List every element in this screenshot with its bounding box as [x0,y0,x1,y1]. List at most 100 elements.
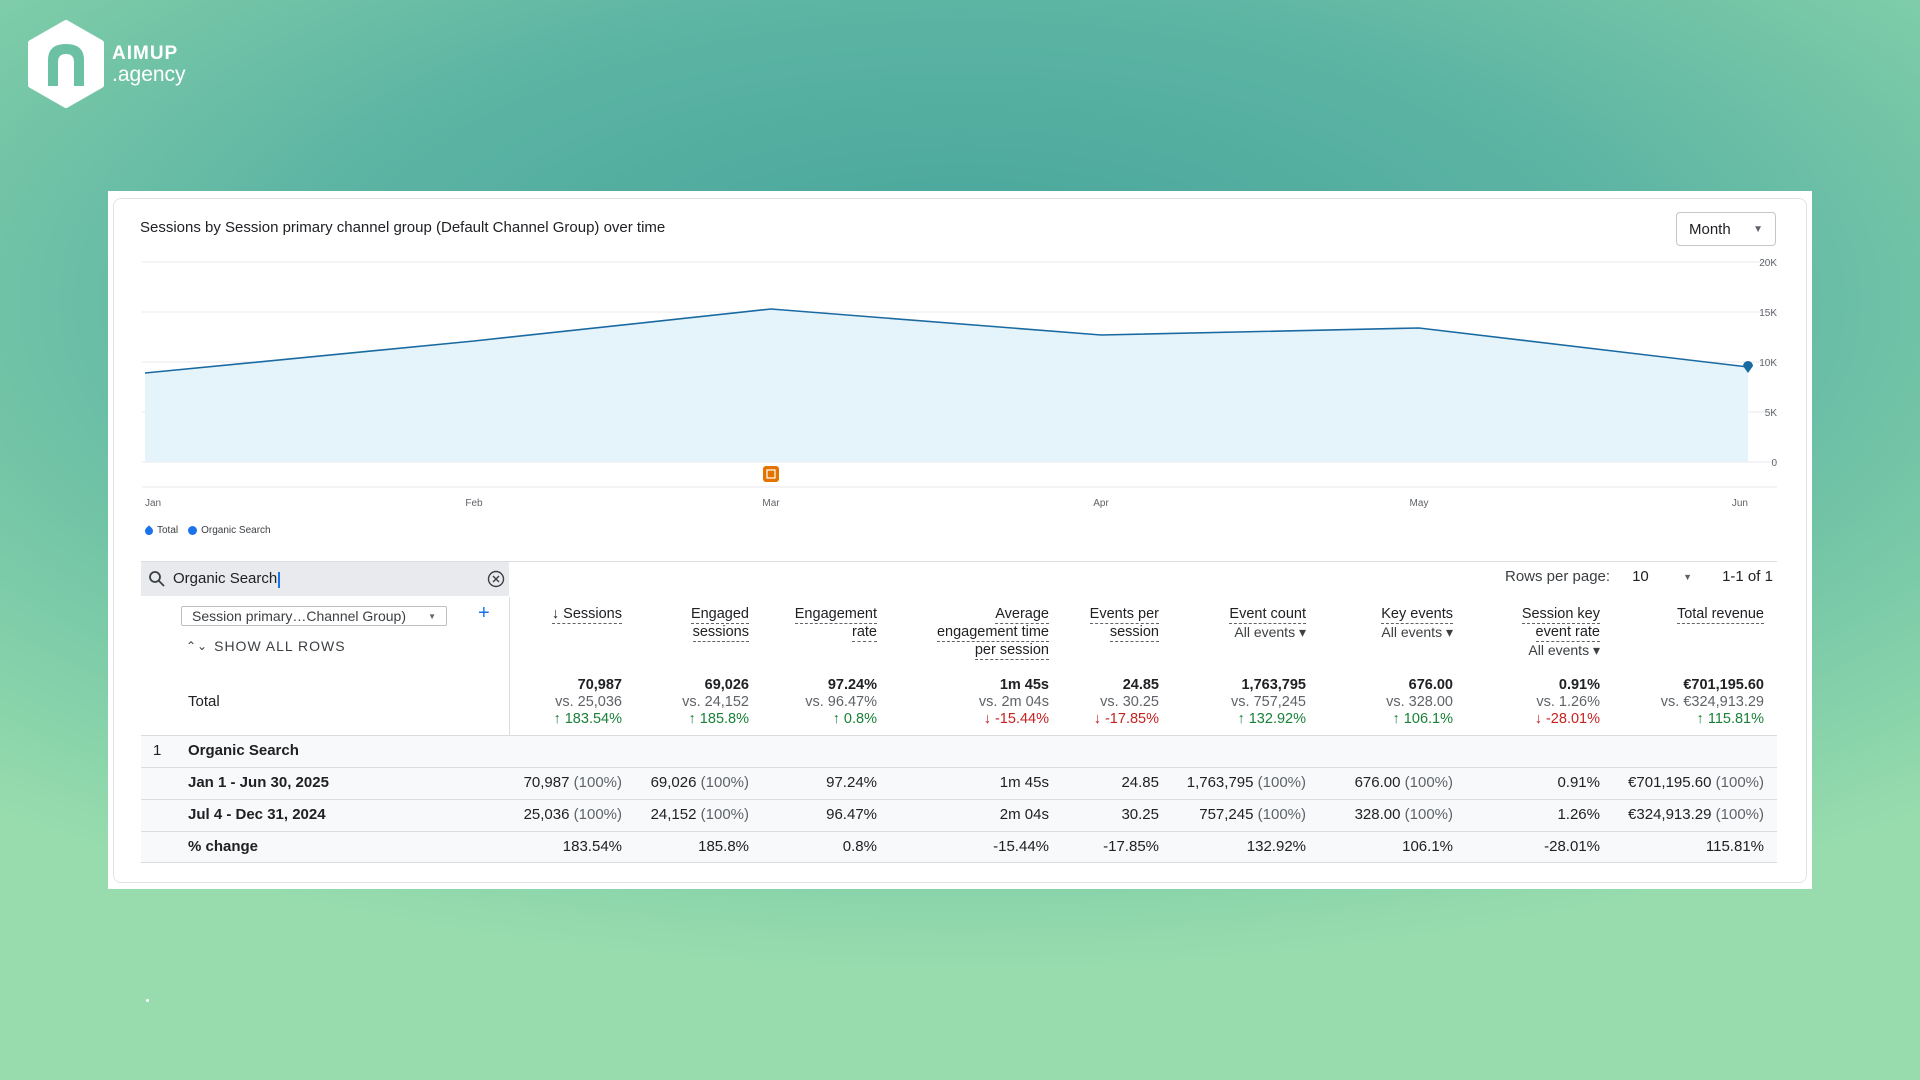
cell-value: 69,026 [650,774,697,791]
cell-percent: (100%) [700,806,749,823]
legend-item-total[interactable]: Total [143,524,179,537]
rows-per-page-select[interactable]: 10 ▼ [1632,568,1692,585]
cell-value: 97.24% [826,774,877,791]
table-cell: 0.8% [843,838,877,855]
column-header[interactable]: Session key event rate All events ▾ [1521,606,1600,659]
total-value: 0.91% [1558,677,1600,693]
granularity-dropdown[interactable]: Month ▼ [1676,212,1776,246]
column-header-label: Key events [1381,606,1453,624]
cell-percent: (100%) [1404,806,1453,823]
dimension-column-divider [509,597,510,862]
search-box[interactable]: Organic Search [141,562,509,596]
column-header[interactable]: Engagement rate [794,606,877,642]
table-cell: 1m 45s [1000,774,1049,791]
column-header-label: Events per [1089,606,1159,624]
column-metric-select[interactable]: All events ▾ [1234,624,1306,640]
search-input[interactable]: Organic Search [173,570,278,588]
total-comparison: vs. 1.26% [1536,694,1600,710]
total-change: ↑ 0.8% [832,711,877,727]
table-cell: -17.85% [1103,838,1159,855]
pagination-range: 1-1 of 1 [1722,568,1773,585]
cell-value: 24,152 [650,806,697,823]
total-change: ↓ -15.44% [983,711,1049,727]
cell-value: 96.47% [826,806,877,823]
total-change: ↑ 185.8% [688,711,749,727]
cell-value: 115.81% [1705,838,1764,855]
cell-value: 1,763,795 [1186,774,1254,791]
clear-search-icon[interactable] [487,570,505,588]
table-cell: 185.8% [698,838,749,855]
cell-value: 1.26% [1557,806,1600,823]
table-cell: 757,245 (100%) [1199,806,1306,823]
column-header[interactable]: Key events All events ▾ [1381,606,1453,641]
dimension-select[interactable]: Session primary…Channel Group) ▼ [181,606,447,626]
total-cell: 70,987 vs. 25,036 ↑ 183.54% [553,677,622,728]
row-divider [141,862,1777,863]
column-header-label: Session key [1521,606,1600,624]
cell-percent: (100%) [573,806,622,823]
series-line [144,308,1749,374]
logo-line2: .agency [112,62,186,86]
column-header-label: session [1109,624,1159,642]
total-cell: €701,195.60 vs. €324,913.29 ↑ 115.81% [1661,677,1764,728]
cell-percent: (100%) [1404,774,1453,791]
column-header[interactable]: Engaged sessions [690,606,749,642]
total-change: ↓ -28.01% [1534,711,1600,727]
total-cell: 69,026 vs. 24,152 ↑ 185.8% [682,677,749,728]
column-metric-select[interactable]: All events ▾ [1528,642,1600,658]
column-header-label: Average [995,606,1049,624]
table-cell: 96.47% [826,806,877,823]
total-cell: 24.85 vs. 30.25 ↓ -17.85% [1094,677,1159,728]
add-dimension-button[interactable]: + [478,602,490,624]
total-comparison: vs. 25,036 [555,694,622,710]
series-area [145,309,1748,462]
cell-percent: (100%) [1715,806,1764,823]
total-cell: 1,763,795 vs. 757,245 ↑ 132.92% [1231,677,1306,728]
x-tick-label: Jan [145,498,161,509]
annotation-icon-glyph [766,469,776,479]
column-header[interactable]: Average engagement time per session [936,606,1049,660]
column-header-label: engagement time [936,624,1049,642]
total-comparison: vs. 2m 04s [978,694,1049,710]
table-cell: 2m 04s [1000,806,1049,823]
column-metric-select[interactable]: All events ▾ [1381,624,1453,640]
table-cell: 97.24% [826,774,877,791]
total-value: 676.00 [1408,677,1453,693]
caret-down-icon: ▼ [1753,223,1763,235]
granularity-value: Month [1689,220,1731,238]
column-header[interactable]: Events per session [1089,606,1159,642]
logo-hexagon-icon [28,20,104,108]
legend-item-organic-search[interactable]: Organic Search [188,525,271,536]
column-header[interactable]: Total revenue [1676,606,1764,624]
rows-per-page-label: Rows per page: [1505,568,1611,585]
table-cell: €701,195.60 (100%) [1628,774,1764,791]
show-all-rows-label: SHOW ALL ROWS [214,638,346,654]
column-header[interactable]: ↓ Sessions [551,606,622,624]
cell-value: 1m 45s [999,774,1049,791]
table-cell: 70,987 (100%) [524,774,622,791]
cell-value: 30.25 [1121,806,1159,823]
column-header[interactable]: Event count All events ▾ [1229,606,1306,641]
total-value: 70,987 [577,677,622,693]
legend-dot-icon [188,526,198,535]
total-change: ↓ -17.85% [1093,711,1159,727]
cell-value: -15.44% [993,838,1049,855]
cell-value: 0.91% [1557,774,1600,791]
show-all-rows-button[interactable]: ⌃⌄ SHOW ALL ROWS [186,638,346,654]
legend-label-organic-search: Organic Search [201,525,271,536]
cell-value: €701,195.60 [1628,774,1712,791]
group-row-label[interactable]: Organic Search [188,742,299,759]
row-divider [141,735,1777,736]
total-cell: 676.00 vs. 328.00 ↑ 106.1% [1386,677,1453,728]
agency-logo: AIMUP .agency [26,20,186,108]
total-change: ↑ 106.1% [1392,711,1453,727]
logo-line1: AIMUP [112,42,179,64]
legend-pin-icon [143,524,155,537]
cell-value: 757,245 [1199,806,1254,823]
pagination-bar: Rows per page: 10 ▼ 1-1 of 1 [1505,568,1773,585]
sessions-line-chart: 20K 15K 10K 5K 0 Jan Feb Mar Apr May Jun [142,258,1777,509]
column-header-label: event rate [1535,624,1600,642]
legend-label-total: Total [157,525,179,536]
y-tick-label: 10K [1759,358,1777,369]
table-cell: 0.91% [1557,774,1600,791]
